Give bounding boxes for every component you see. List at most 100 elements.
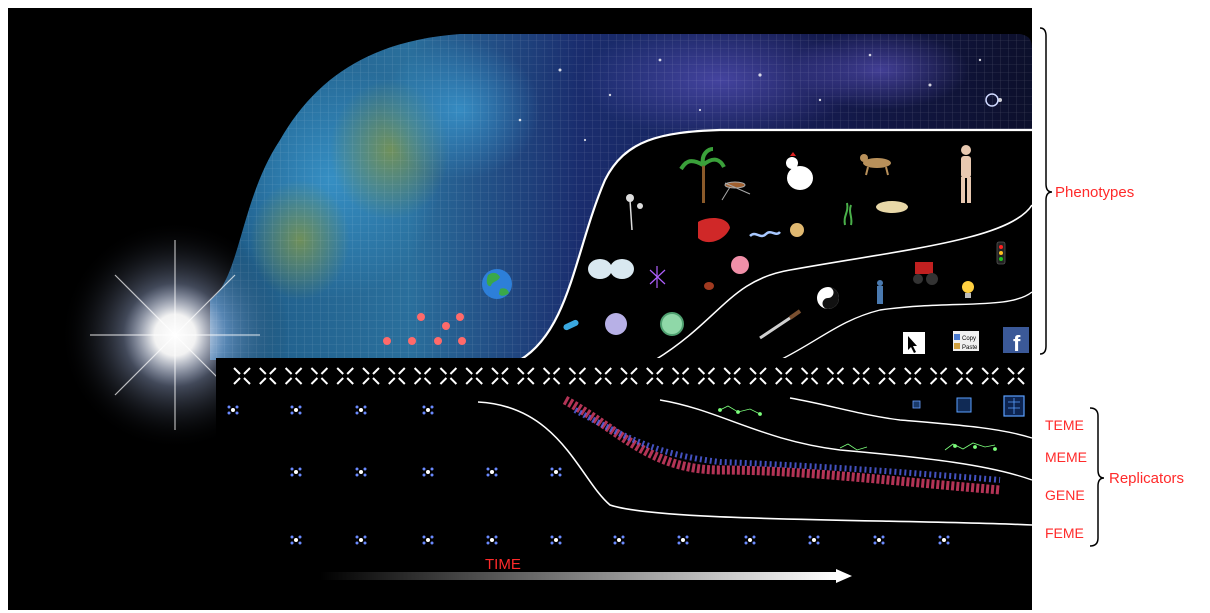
interaction-arrow-icon xyxy=(336,367,354,385)
worm-icon xyxy=(749,231,781,238)
interaction-arrow-icon xyxy=(929,367,948,385)
chicken-icon xyxy=(786,152,813,190)
interaction-arrow-icon xyxy=(697,367,716,385)
replicators-label: Replicators xyxy=(1109,470,1185,487)
teme-boundary xyxy=(789,397,1033,439)
molecule-icon xyxy=(486,535,498,545)
molecule-icon xyxy=(355,535,367,545)
molecule-icon xyxy=(290,467,302,477)
molecule-icon xyxy=(290,535,302,545)
interaction-arrow-icon xyxy=(594,367,612,385)
palm-tree-icon xyxy=(679,147,726,203)
copy-text: Copy xyxy=(962,336,976,342)
facebook-icon: f xyxy=(1003,327,1029,356)
interaction-arrow-icon xyxy=(800,367,819,385)
replicator-band xyxy=(216,358,1032,558)
meme-boundary xyxy=(659,399,1033,481)
seaweed-icon xyxy=(843,202,853,226)
molecule-icon xyxy=(290,405,302,415)
interaction-arrow-icon xyxy=(259,367,277,385)
teme-chips xyxy=(912,395,1025,417)
human-icon xyxy=(961,145,971,203)
molecule-icon xyxy=(227,405,239,415)
monkey-icon xyxy=(860,154,891,176)
time-label: TIME xyxy=(485,556,521,573)
cell-division-icon xyxy=(588,259,634,279)
meme-label: MEME xyxy=(1045,449,1087,465)
interaction-arrow-icon xyxy=(646,367,664,385)
biology-region xyxy=(520,130,1032,360)
facebook-letter: f xyxy=(1013,331,1021,356)
copy-paste-icon: Copy Paste xyxy=(953,331,979,351)
molecule-icon xyxy=(677,535,689,545)
molecule-icon xyxy=(938,535,950,545)
interaction-arrow-icon xyxy=(517,367,535,385)
molecule-icon xyxy=(355,467,367,477)
interaction-arrow-icon xyxy=(491,367,509,385)
molecule-icon xyxy=(744,535,756,545)
interaction-arrow-icon xyxy=(749,367,767,385)
interaction-arrow-icon xyxy=(1007,367,1025,385)
molecule-icon xyxy=(873,535,885,545)
gene-boundary xyxy=(477,401,1033,526)
phenotypes-label: Phenotypes xyxy=(1055,184,1135,201)
interaction-arrow-icon xyxy=(775,367,793,385)
interaction-arrow-icon xyxy=(852,367,870,385)
molecule-dots xyxy=(227,405,950,545)
tractor-icon xyxy=(913,262,938,285)
molecule-icon xyxy=(808,535,820,545)
interaction-arrow-icon xyxy=(878,367,896,385)
mosquito-icon xyxy=(721,181,751,201)
gene-label: GENE xyxy=(1045,487,1085,503)
atom-cluster xyxy=(383,313,466,345)
interaction-arrow-icon xyxy=(904,367,922,385)
virus-icon xyxy=(731,256,749,274)
interaction-arrow-icon xyxy=(465,367,483,385)
knife-tool-icon xyxy=(759,309,802,340)
molecule-icon xyxy=(355,405,367,415)
molecule-icon xyxy=(486,467,498,477)
interaction-arrow-icon xyxy=(310,367,329,385)
interaction-arrow-icon xyxy=(413,367,432,385)
feme-label: FEME xyxy=(1045,525,1084,541)
interaction-arrow-icon xyxy=(723,367,741,385)
larva-icon xyxy=(876,201,908,213)
molecule-icon xyxy=(422,535,434,545)
replicators-brace xyxy=(1089,407,1105,547)
interaction-arrow-icon xyxy=(362,367,380,385)
yin-yang-icon xyxy=(817,287,839,309)
paste-text: Paste xyxy=(962,345,978,351)
molecule-icon xyxy=(550,467,562,477)
statue-icon xyxy=(877,280,883,304)
interaction-arrow-icon xyxy=(620,367,638,385)
molecule-icon xyxy=(422,405,434,415)
tick-icon xyxy=(704,282,714,290)
time-arrow-head xyxy=(836,569,852,583)
interaction-arrow-icon xyxy=(233,367,251,385)
meme-network xyxy=(718,405,997,451)
liver-icon xyxy=(698,218,730,243)
interaction-arrow-icon xyxy=(981,367,999,385)
molecule-icon xyxy=(422,467,434,477)
algae-cell-icon xyxy=(660,312,684,336)
interaction-arrows-row xyxy=(233,367,1025,385)
interaction-arrow-icon xyxy=(388,367,406,385)
interaction-arrow-icon xyxy=(826,367,845,385)
interaction-arrow-icon xyxy=(568,367,587,385)
interaction-arrow-icon xyxy=(284,367,303,385)
brain-icon xyxy=(790,223,804,237)
fungi-icon xyxy=(626,194,643,231)
time-arrow-shaft xyxy=(320,572,838,580)
galaxy-icon xyxy=(985,93,999,107)
neuron-icon xyxy=(649,266,666,288)
traffic-light-icon xyxy=(996,241,1006,265)
molecule-icon xyxy=(550,535,562,545)
cursor-icon xyxy=(903,332,925,354)
phenotypes-brace xyxy=(1039,27,1053,355)
teme-label: TEME xyxy=(1045,417,1084,433)
interaction-arrow-icon xyxy=(542,367,561,385)
interaction-arrow-icon xyxy=(955,367,974,385)
light-bulb-icon xyxy=(962,281,974,298)
dna-strand xyxy=(562,396,1001,495)
